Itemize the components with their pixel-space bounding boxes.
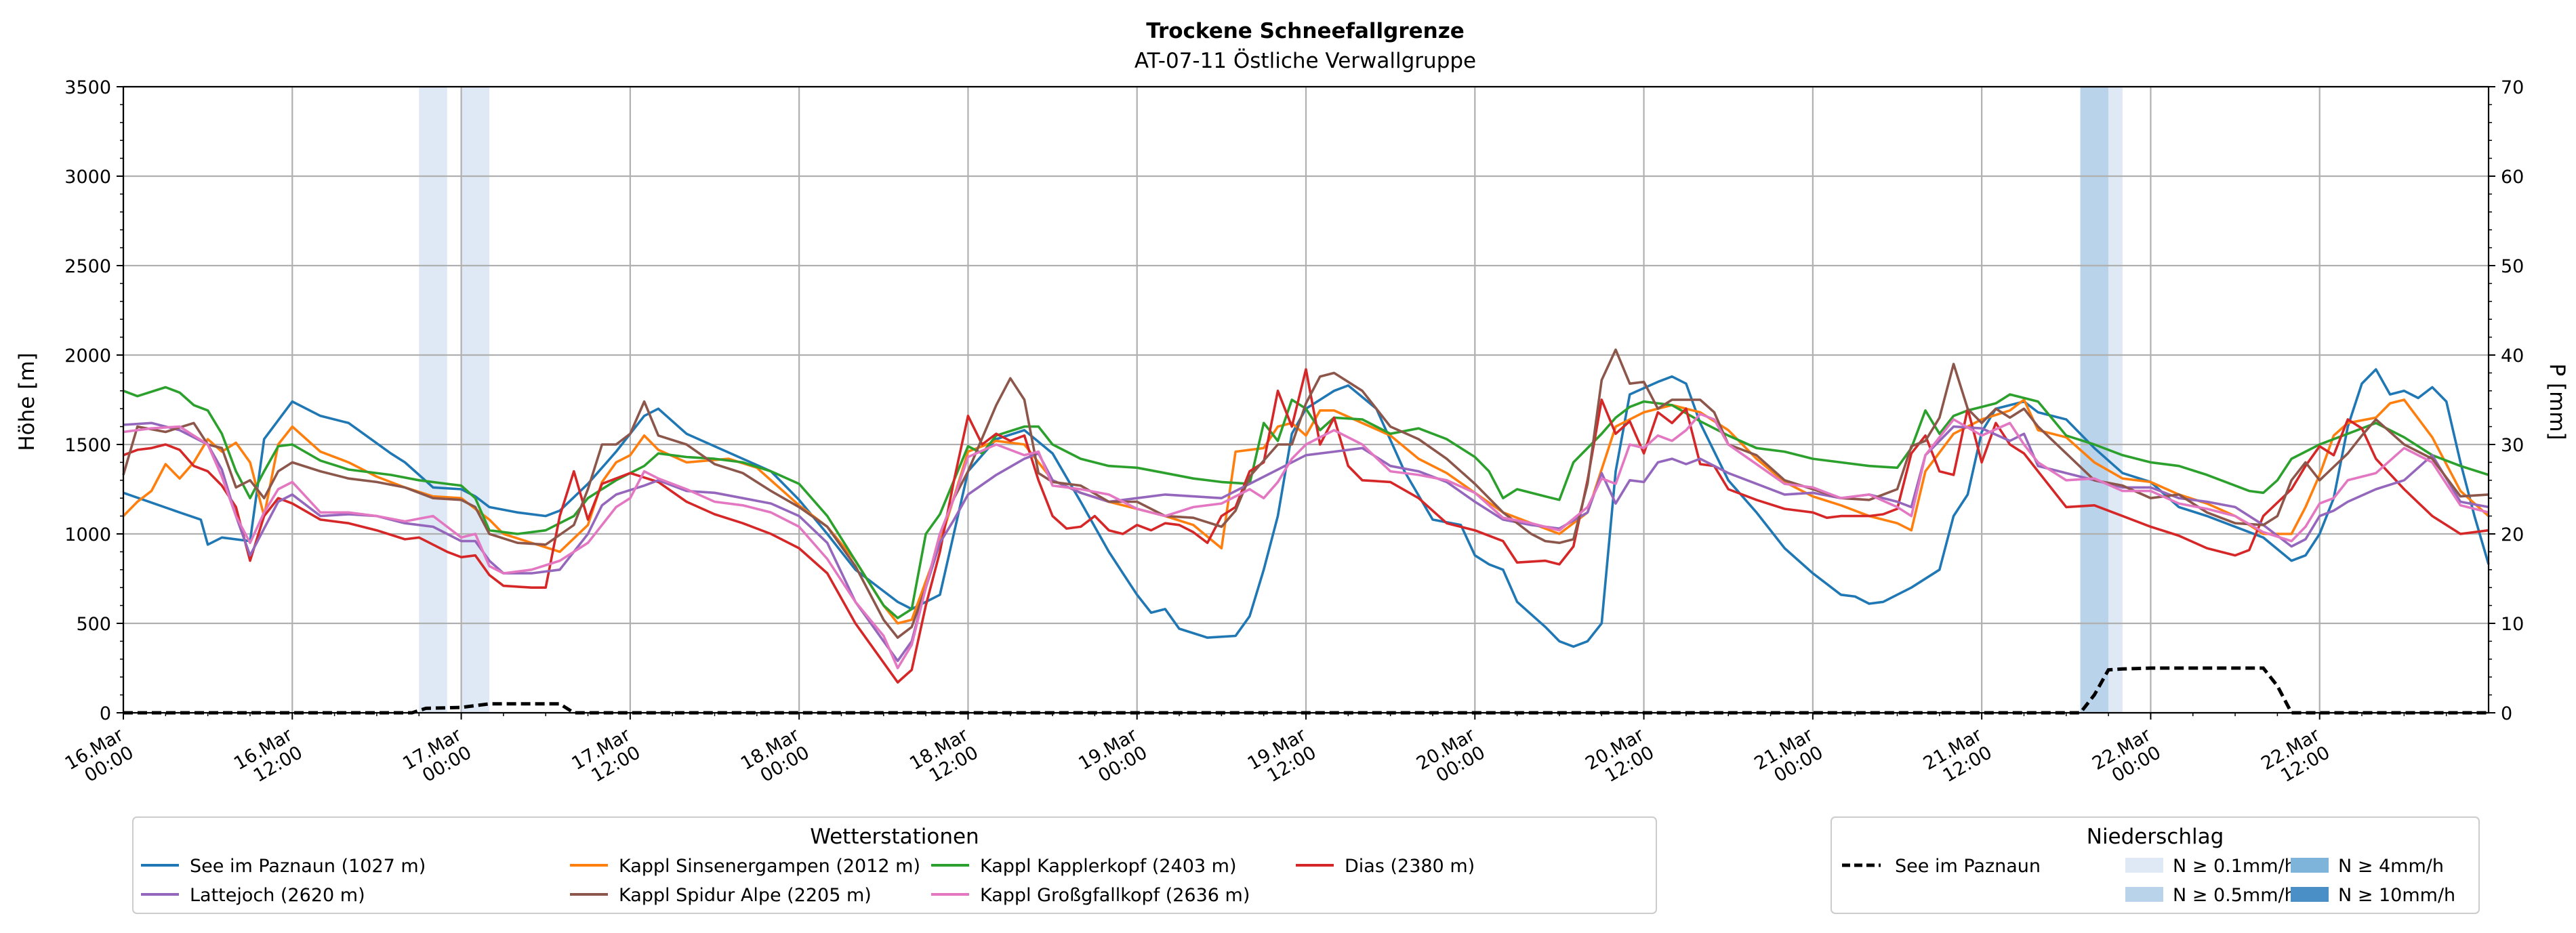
legend-label-0: See im Paznaun (1027 m) <box>190 856 426 877</box>
x-tick-label-3: 17.Mar12:00 <box>569 724 645 792</box>
x-tick-label-6: 19.Mar00:00 <box>1075 724 1151 792</box>
x-tick-label-8: 20.Mar00:00 <box>1413 724 1490 792</box>
y2-tick-label-7: 70 <box>2501 77 2524 98</box>
x-tick-label-5: 18.Mar12:00 <box>906 724 983 792</box>
x-tick-label-1: 16.Mar12:00 <box>230 724 307 792</box>
x-tick-label-13: 22.Mar12:00 <box>2257 724 2334 792</box>
y-tick-label-3: 1500 <box>64 435 111 456</box>
series-line-2 <box>123 386 2489 619</box>
precip-band-3 <box>2108 87 2123 713</box>
left-axis: 0 500 1000 1500 2000 2500 3000 3500 <box>64 77 123 724</box>
y2-tick-label-1: 10 <box>2501 614 2524 635</box>
series-line-4 <box>123 421 2489 663</box>
precip-band-2 <box>2080 87 2109 713</box>
legend-precip-title: Niederschlag <box>2087 825 2224 849</box>
x-tick-label-11: 21.Mar12:00 <box>1920 724 1997 792</box>
y2-tick-label-6: 60 <box>2501 167 2524 188</box>
series-line-6 <box>123 413 2489 669</box>
legend-precip-label-3: N ≥ 10mm/h <box>2338 885 2455 906</box>
y2-tick-label-2: 20 <box>2501 524 2524 545</box>
legend-precip-swatch-0 <box>2125 858 2163 873</box>
y-tick-label-7: 3500 <box>64 77 111 98</box>
chart-title: Trockene Schneefallgrenze <box>1146 19 1465 43</box>
legend-precip-swatch-3 <box>2291 887 2329 902</box>
x-tick-label-10: 21.Mar00:00 <box>1751 724 1828 792</box>
y2-tick-label-4: 40 <box>2501 346 2524 367</box>
x-tick-label-0: 16.Mar00:00 <box>62 724 138 792</box>
y-tick-label-4: 2000 <box>64 346 111 367</box>
y-tick-label-1: 500 <box>76 614 111 635</box>
legend-label-6: Kappl Großgfallkopf (2636 m) <box>980 885 1250 906</box>
precip-band-0 <box>419 87 447 713</box>
y-tick-label-2: 1000 <box>64 524 111 545</box>
y-tick-label-6: 3000 <box>64 167 111 188</box>
legend-precip-line-label: See im Paznaun <box>1895 856 2041 877</box>
series-line-5 <box>122 348 2489 639</box>
series-lines <box>122 348 2490 684</box>
x-tick-label-7: 19.Mar12:00 <box>1244 724 1321 792</box>
legend-stations: Wetterstationen See im Paznaun (1027 m) K… <box>132 816 1657 914</box>
right-axis: 0 10 20 30 40 50 60 70 <box>2489 77 2524 724</box>
y2-tick-label-3: 30 <box>2501 435 2524 456</box>
x-tick-label-2: 17.Mar00:00 <box>399 724 476 792</box>
legend-precip-label-0: N ≥ 0.1mm/h <box>2173 856 2296 877</box>
y2-tick-label-5: 50 <box>2501 256 2524 277</box>
y2-axis-label: P [mm] <box>2545 363 2569 440</box>
legend-label-1: Kappl Sinsenergampen (2012 m) <box>619 856 920 877</box>
legend-label-5: Kappl Spidur Alpe (2205 m) <box>619 885 872 906</box>
series-line-1 <box>122 398 2490 625</box>
legend-label-2: Kappl Kapplerkopf (2403 m) <box>980 856 1237 877</box>
precip-line-layer <box>123 666 2489 715</box>
legend-stations-box <box>132 816 1657 914</box>
legend-precip-swatch-1 <box>2125 887 2163 902</box>
legend-label-3: Dias (2380 m) <box>1345 856 1475 877</box>
x-axis: 16.Mar00:00 16.Mar12:00 17.Mar00:00 17.Mar1… <box>62 713 2447 792</box>
y-axis-label: Höhe [m] <box>15 352 39 451</box>
legend-precip: Niederschlag See im Paznaun N ≥ 0.1mm/h N… <box>1831 816 2480 914</box>
x-tick-label-4: 18.Mar00:00 <box>737 724 814 792</box>
legend-label-4: Lattejoch (2620 m) <box>190 885 365 906</box>
precip-bands <box>419 87 2123 713</box>
x-tick-label-9: 20.Mar12:00 <box>1582 724 1658 792</box>
legend-stations-title: Wetterstationen <box>810 825 979 849</box>
precip-line <box>123 666 2489 715</box>
precip-band-1 <box>461 87 490 713</box>
chart-subtitle: AT-07-11 Östliche Verwallgruppe <box>1134 48 1476 73</box>
legend-precip-swatch-2 <box>2291 858 2329 873</box>
legend-precip-label-1: N ≥ 0.5mm/h <box>2173 885 2296 906</box>
y-tick-label-0: 0 <box>100 703 111 724</box>
x-tick-label-12: 22.Mar00:00 <box>2089 724 2165 792</box>
legend-precip-label-2: N ≥ 4mm/h <box>2338 856 2444 877</box>
y2-tick-label-0: 0 <box>2501 703 2512 724</box>
y-tick-label-5: 2500 <box>64 256 111 277</box>
